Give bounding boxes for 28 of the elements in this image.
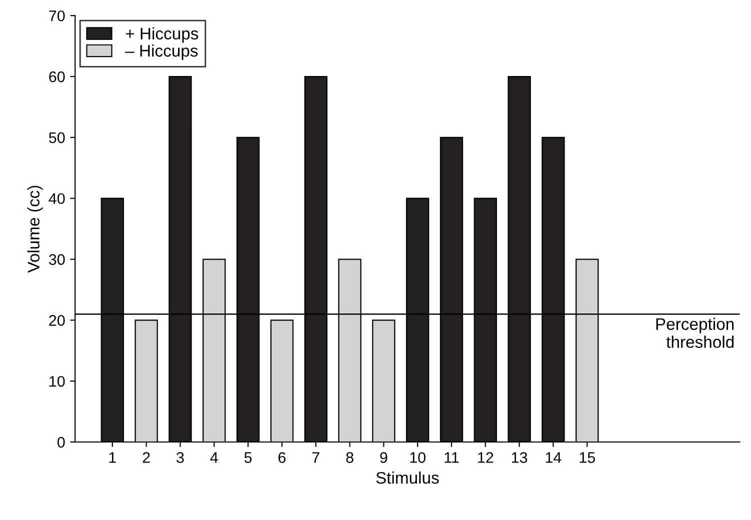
legend-label: + Hiccups xyxy=(126,27,198,43)
x-tick-label: 3 xyxy=(176,452,184,463)
x-tick-label: 14 xyxy=(546,452,562,463)
y-tick-label: 40 xyxy=(48,193,65,204)
x-tick-label: 15 xyxy=(580,452,595,463)
x-tick-label: 10 xyxy=(410,452,426,463)
x-tick-label: 9 xyxy=(380,452,388,463)
x-tick-label: 8 xyxy=(346,452,354,463)
y-tick-label: 60 xyxy=(49,71,65,82)
ref-line-label: Perception threshold xyxy=(656,318,734,348)
y-tick-label: 0 xyxy=(57,436,65,448)
legend-label: – Hiccups xyxy=(125,44,198,60)
x-tick-label: 5 xyxy=(244,452,252,463)
x-tick-label: 6 xyxy=(278,452,286,463)
y-tick-label: 20 xyxy=(49,315,65,326)
x-tick-label: 1 xyxy=(109,452,116,463)
x-tick-label: 12 xyxy=(478,452,494,463)
y-tick-label: 50 xyxy=(48,132,65,144)
y-tick-label: 30 xyxy=(48,254,65,265)
x-tick-label: 11 xyxy=(444,452,459,463)
x-axis-title: Stimulus xyxy=(376,472,439,484)
x-tick-label: 13 xyxy=(512,452,528,463)
x-tick-label: 4 xyxy=(210,452,218,463)
x-tick-label: 2 xyxy=(142,452,150,463)
x-tick-label: 7 xyxy=(312,452,320,463)
y-tick-label: 10 xyxy=(50,376,65,387)
y-tick-label: 70 xyxy=(49,10,65,22)
y-axis-title: Volume (cc) xyxy=(27,186,43,273)
